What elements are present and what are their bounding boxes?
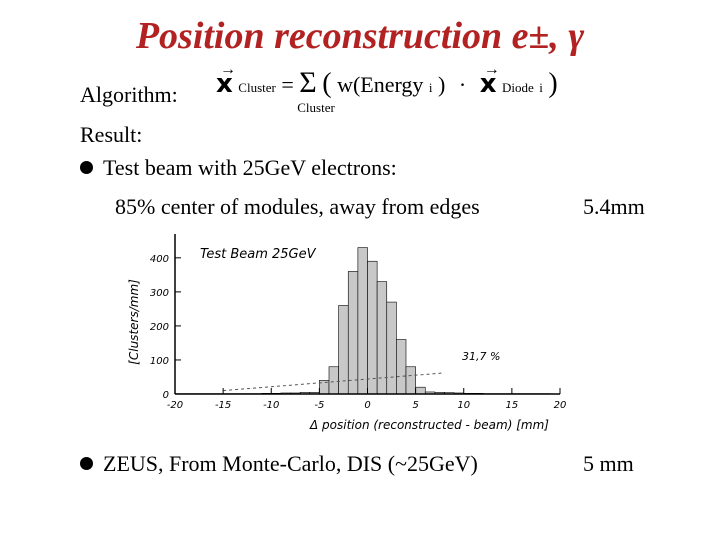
x-tick-label: 0 (364, 400, 370, 411)
histogram-bar (328, 366, 339, 395)
y-tick-label: 0 (163, 390, 169, 401)
histogram-bar (367, 260, 378, 395)
i-subscript: i (428, 80, 433, 95)
x-symbol: x (479, 69, 497, 99)
i-subscript-2: i (539, 80, 543, 95)
fit-line (223, 372, 445, 392)
bullet-subtext: 85% center of modules, away from edges (115, 194, 480, 219)
bullet-icon (80, 161, 93, 175)
histogram-bar (386, 301, 397, 395)
formula: → x Cluster = Σ Cluster ( w(Energy i ) ·… (216, 61, 558, 115)
x-axis-label: Δ position (reconstructed - beam) [mm] (309, 418, 549, 432)
chart-title: Test Beam 25GeV (200, 247, 317, 262)
sum-block: Σ Cluster (297, 66, 335, 115)
histogram-bar (415, 386, 426, 395)
sum-symbol: Σ (299, 66, 317, 99)
bullet-icon (80, 457, 93, 471)
y-tick-label: 200 (150, 322, 169, 333)
bullet-zeus: ZEUS, From Monte-Carlo, DIS (~25GeV) (80, 451, 478, 477)
x-tick-label: 5 (412, 400, 418, 411)
y-axis-label: [Clusters/mm] (127, 279, 141, 365)
equals-sign: = (281, 72, 294, 97)
y-tick-label: 100 (150, 356, 169, 367)
cluster-subscript: Cluster (238, 80, 276, 95)
algorithm-label: Algorithm: (80, 82, 178, 107)
open-paren: ( (322, 68, 332, 99)
close-paren: ) (548, 68, 558, 99)
bullet-text: ZEUS, From Monte-Carlo, DIS (~25GeV) (103, 451, 478, 476)
histogram-bar (396, 339, 407, 395)
bullet-test-beam: Test beam with 25GeV electrons: (80, 155, 397, 181)
y-tick-label: 400 (150, 254, 169, 265)
diode-subscript: Diode (501, 80, 534, 95)
weight-function: w(Energy (337, 72, 424, 97)
histogram-bar (405, 366, 416, 395)
histogram-bar (347, 271, 359, 395)
chart-annotation: 31,7 % (462, 350, 500, 363)
x-tick-label: -15 (215, 400, 231, 411)
vector-x-cluster: → x (216, 61, 236, 99)
x-tick-label: -5 (314, 400, 324, 411)
x-tick-label: 20 (554, 400, 567, 411)
sum-subscript: Cluster (297, 100, 335, 115)
x-tick-label: 15 (506, 400, 519, 411)
resolution-value-test-beam: 5.4mm (583, 194, 645, 219)
dot-operator: · (458, 72, 467, 97)
x-tick-label: -20 (167, 400, 183, 411)
resolution-value-zeus: 5 mm (583, 451, 634, 476)
close-inner-paren: ) (438, 72, 446, 97)
slide-title: Position reconstruction e±, γ (135, 15, 585, 57)
x-tick-label: -10 (263, 400, 279, 411)
vector-arrow-icon: → (483, 61, 500, 78)
x-tick-label: 10 (457, 400, 470, 411)
bullet-text: Test beam with 25GeV electrons: (103, 155, 397, 180)
histogram-bar (357, 247, 368, 395)
y-tick-label: 300 (150, 288, 169, 299)
result-label: Result: (80, 122, 143, 147)
vector-x-diode: → x (479, 61, 500, 99)
x-symbol: x (216, 69, 233, 99)
vector-arrow-icon: → (220, 61, 236, 78)
